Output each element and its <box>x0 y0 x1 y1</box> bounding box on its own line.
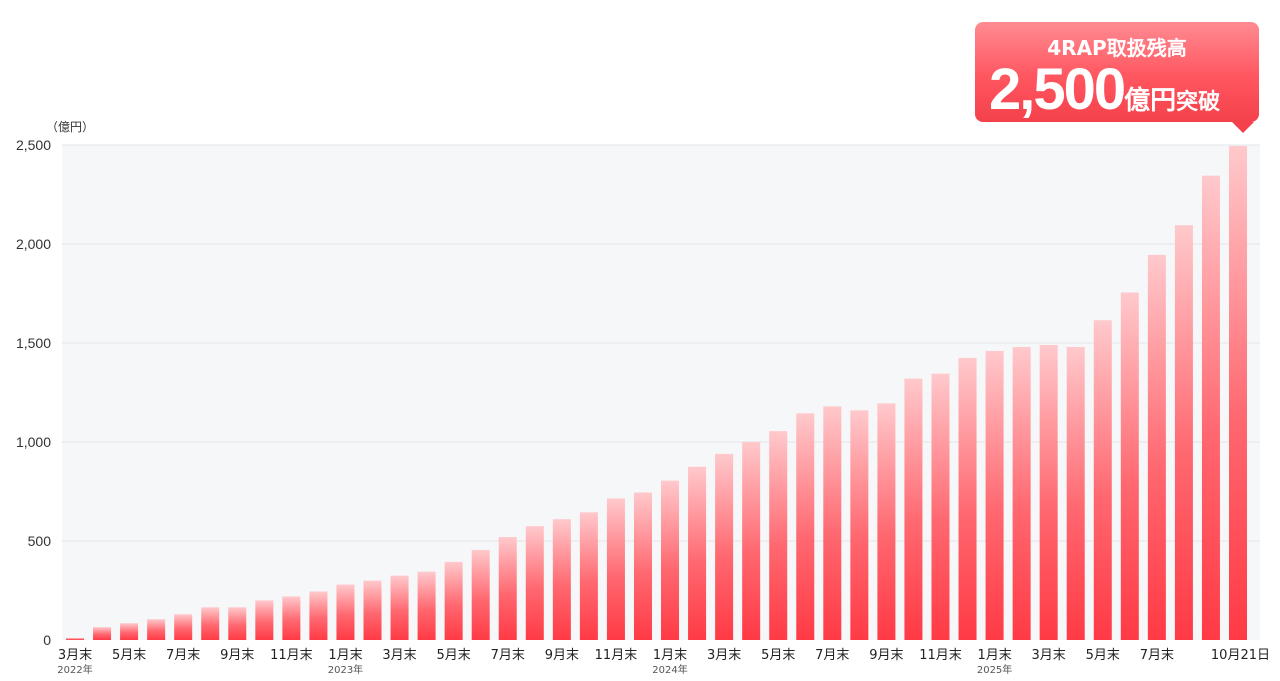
y-tick-label: 1,000 <box>16 434 51 450</box>
bar-2022-10 <box>255 600 274 640</box>
y-tick-label: 2,500 <box>16 137 51 153</box>
y-tick-label: 1,500 <box>16 335 51 351</box>
bar-2022-06 <box>147 619 166 640</box>
x-tick-label: 11月末 <box>270 648 313 663</box>
bar-2025-01 <box>985 350 1004 640</box>
bar-2023-11 <box>606 498 625 640</box>
bar-2024-01 <box>661 480 680 640</box>
y-tick-label: 500 <box>28 533 52 549</box>
x-tick-label: 9月末 <box>869 648 903 663</box>
bar-2023-12 <box>633 492 652 640</box>
x-tick-label: 11月末 <box>919 648 962 663</box>
y-axis-unit-label: （億円） <box>46 120 94 134</box>
x-tick-label: 7月末 <box>166 648 200 663</box>
bar-2024-05 <box>769 431 788 640</box>
x-year-label: 2022年 <box>57 663 92 676</box>
x-tick-label: 1月末 <box>977 648 1011 663</box>
bar-2024-04 <box>742 442 761 640</box>
x-year-label: 2023年 <box>328 663 363 676</box>
y-tick-label: 0 <box>43 632 51 648</box>
bar-2023-03 <box>390 575 409 640</box>
x-tick-label: 11月末 <box>595 648 638 663</box>
x-tick-label: 3月末 <box>1032 648 1066 663</box>
bar-2022-11 <box>282 596 301 640</box>
bar-2023-04 <box>417 571 436 640</box>
y-tick-label: 2,000 <box>16 236 51 252</box>
callout-suffix: 突破 <box>1176 90 1221 115</box>
bar-2023-08 <box>525 526 544 640</box>
bar-2025-02 <box>1012 346 1031 640</box>
x-tick-label: 10月21日 <box>1211 648 1270 663</box>
bar-2023-09 <box>552 519 571 640</box>
bar-2024-09 <box>877 403 896 640</box>
balance-milestone-callout: 4RAP取扱残高 2,500億円突破 <box>975 22 1259 133</box>
bar-2023-02 <box>363 580 382 640</box>
x-tick-label: 5月末 <box>437 648 471 663</box>
bar-2023-10 <box>579 512 598 640</box>
x-tick-label: 3月末 <box>382 648 416 663</box>
bar-2022-04 <box>93 627 112 640</box>
x-tick-label: 7月末 <box>815 648 849 663</box>
bar-2022-08 <box>201 607 220 640</box>
x-year-label: 2024年 <box>652 663 687 676</box>
callout-title: 4RAP取扱残高 <box>1047 36 1187 60</box>
x-tick-label: 7月末 <box>1140 648 1174 663</box>
bar-2024-11 <box>931 373 950 640</box>
bar-2025-05 <box>1093 320 1112 640</box>
bar-2025-10-21 <box>1229 145 1247 641</box>
bar-2025-03 <box>1039 344 1058 640</box>
bar-2022-05 <box>120 623 139 640</box>
callout-unit: 億円 <box>1124 86 1177 116</box>
bar-2023-07 <box>498 537 517 640</box>
x-tick-label: 7月末 <box>491 648 525 663</box>
bar-2023-01 <box>336 584 355 640</box>
bar-2025-06 <box>1120 292 1139 640</box>
x-tick-label: 1月末 <box>653 648 687 663</box>
x-tick-label: 9月末 <box>220 648 254 663</box>
bar-2025-04 <box>1066 346 1085 640</box>
callout-value: 2,500 <box>989 57 1126 122</box>
bar-2022-09 <box>228 607 247 640</box>
x-tick-label: 5月末 <box>112 648 146 663</box>
bar-2022-03 <box>66 638 84 640</box>
x-tick-label: 3月末 <box>58 648 92 663</box>
x-tick-label: 1月末 <box>328 648 362 663</box>
bar-2022-07 <box>174 614 193 640</box>
x-tick-label: 3月末 <box>707 648 741 663</box>
bar-2024-07 <box>823 406 842 640</box>
bar-2024-06 <box>796 413 815 640</box>
bar-2025-09 <box>1201 175 1220 640</box>
bar-2024-10 <box>904 378 923 640</box>
bar-2025-08 <box>1174 225 1193 640</box>
x-tick-label: 5月末 <box>761 648 795 663</box>
bar-2024-12 <box>958 357 977 640</box>
bar-2024-02 <box>688 466 707 640</box>
bar-2024-08 <box>850 410 869 640</box>
x-year-label: 2025年 <box>977 663 1012 676</box>
bar-2025-07 <box>1147 254 1166 640</box>
bar-2022-12 <box>309 591 328 640</box>
callout-main: 2,500億円突破 <box>989 56 1220 123</box>
plot-area <box>62 145 1260 640</box>
x-tick-label: 5月末 <box>1086 648 1120 663</box>
bar-2023-05 <box>444 561 463 640</box>
x-tick-label: 9月末 <box>545 648 579 663</box>
bar-2024-03 <box>715 453 734 640</box>
bar-2023-06 <box>471 549 490 640</box>
